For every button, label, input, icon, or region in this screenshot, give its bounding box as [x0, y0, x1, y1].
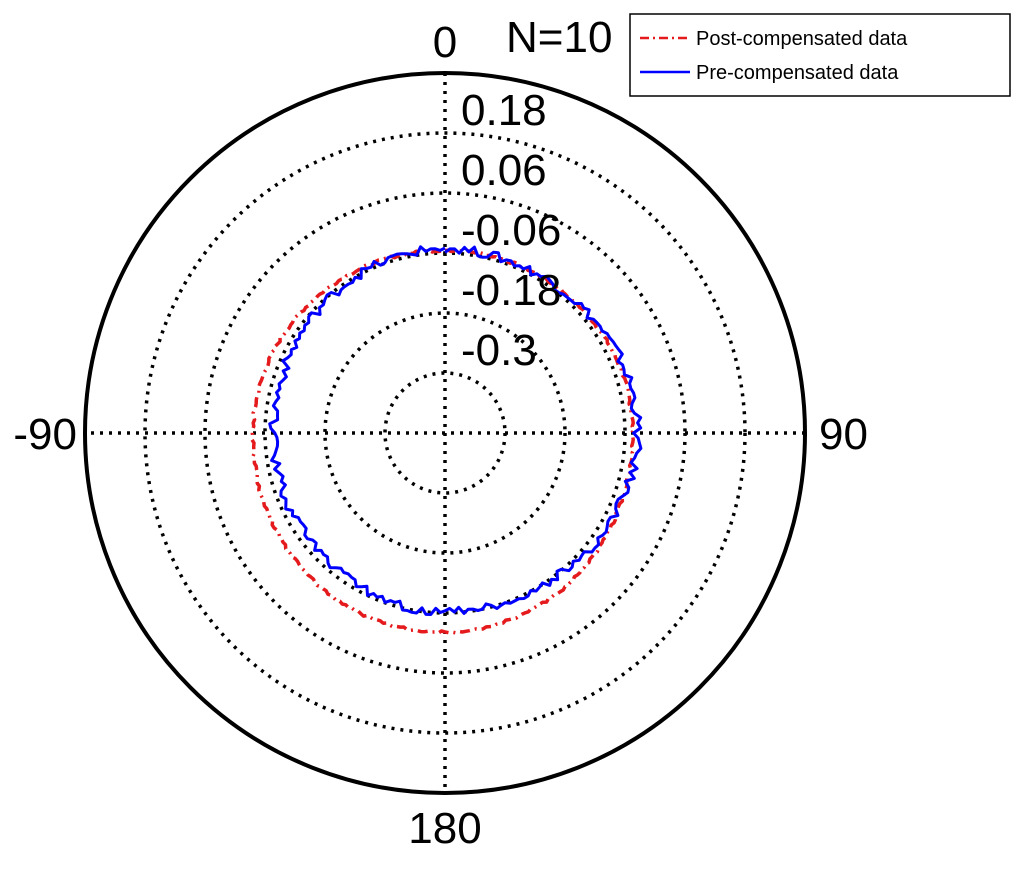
- radial-tick-label: -0.06: [461, 206, 561, 255]
- angle-tick-label: 0: [433, 18, 457, 67]
- angle-tick-labels: 0 90 180 -90: [13, 18, 868, 853]
- legend-label-post: Post-compensated data: [696, 28, 908, 50]
- legend: Post-compensated data Pre-compensated da…: [629, 13, 1011, 97]
- legend-box: [629, 13, 1011, 97]
- angle-tick-label: -90: [13, 410, 77, 459]
- radial-tick-label: 0.18: [461, 86, 547, 135]
- radial-tick-label: -0.3: [461, 326, 537, 375]
- legend-label-pre: Pre-compensated data: [696, 62, 899, 84]
- radial-tick-label: 0.06: [461, 146, 547, 195]
- series-post-compensated-line: [250, 248, 636, 635]
- radial-tick-labels: 0.18 0.06 -0.06 -0.18 -0.3: [461, 86, 561, 375]
- grid-ring: [143, 131, 747, 735]
- chart-title: N=10: [506, 13, 612, 62]
- series-layer: [250, 245, 643, 635]
- angular-gridlines: [85, 73, 805, 793]
- angle-tick-label: 180: [408, 804, 481, 853]
- series-pre-compensated-line: [268, 245, 643, 616]
- angle-tick-label: 90: [819, 410, 868, 459]
- grid-ring: [323, 311, 567, 555]
- radial-tick-label: -0.18: [461, 266, 561, 315]
